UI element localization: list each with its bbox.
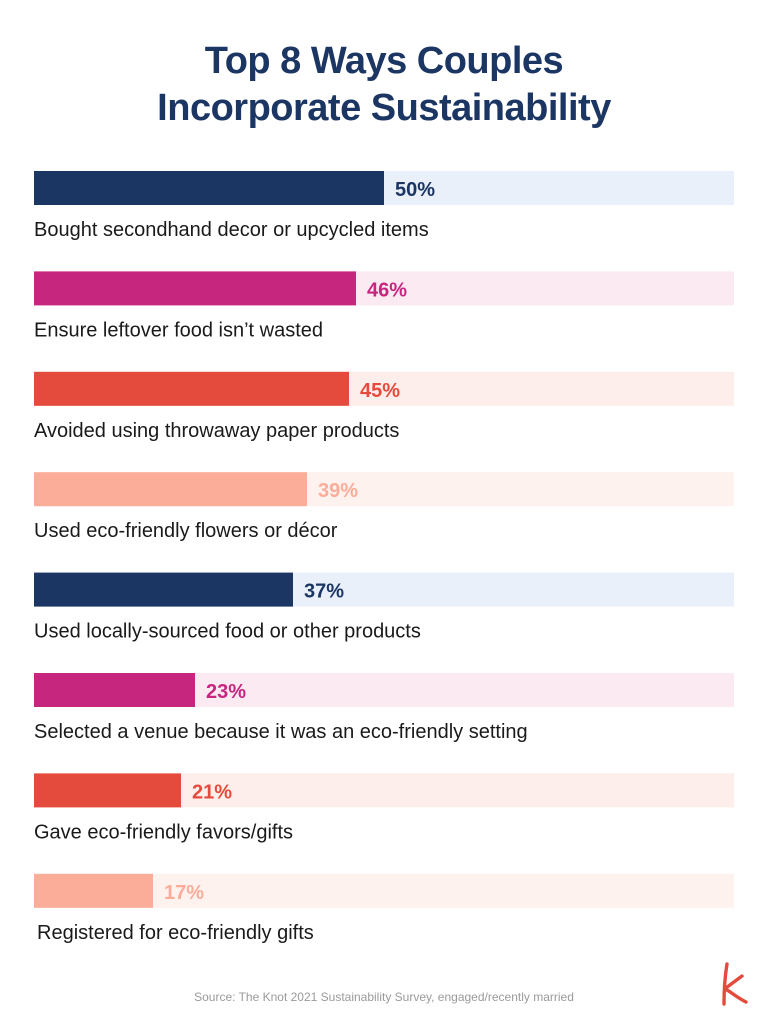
bar-value-label: 37% bbox=[304, 581, 344, 603]
source-note: Source: The Knot 2021 Sustainability Sur… bbox=[194, 990, 574, 1004]
bar bbox=[34, 773, 181, 808]
category-label: Used locally-sourced food or other produ… bbox=[34, 621, 421, 643]
knot-k-logo-icon bbox=[722, 962, 748, 1006]
chart-title-line-2: Incorporate Sustainability bbox=[157, 87, 611, 129]
category-label: Bought secondhand decor or upcycled item… bbox=[34, 219, 429, 241]
bar bbox=[34, 371, 349, 406]
chart-title-line-1: Top 8 Ways Couples bbox=[204, 40, 564, 82]
bar bbox=[34, 171, 384, 205]
category-label: Ensure leftover food isn’t wasted bbox=[34, 319, 323, 341]
bar-value-label: 17% bbox=[164, 882, 204, 904]
category-label: Avoided using throwaway paper products bbox=[34, 420, 399, 442]
bar-value-label: 21% bbox=[192, 781, 232, 803]
bar-value-label: 46% bbox=[367, 279, 407, 301]
chart-title: Top 8 Ways Couples Incorporate Sustainab… bbox=[0, 38, 768, 132]
bar bbox=[34, 572, 293, 607]
category-label: Used eco-friendly flowers or décor bbox=[34, 520, 338, 542]
bar-value-label: 50% bbox=[395, 179, 435, 201]
bar-value-label: 45% bbox=[360, 380, 400, 402]
bar-value-label: 23% bbox=[206, 681, 246, 703]
bar bbox=[34, 271, 356, 306]
category-label: Gave eco-friendly favors/gifts bbox=[34, 821, 293, 843]
bar bbox=[34, 873, 153, 908]
bar-value-label: 39% bbox=[318, 480, 358, 502]
bar bbox=[34, 673, 195, 707]
category-label: Registered for eco-friendly gifts bbox=[37, 922, 314, 944]
bar bbox=[34, 472, 307, 507]
category-label: Selected a venue because it was an eco-f… bbox=[34, 721, 528, 743]
